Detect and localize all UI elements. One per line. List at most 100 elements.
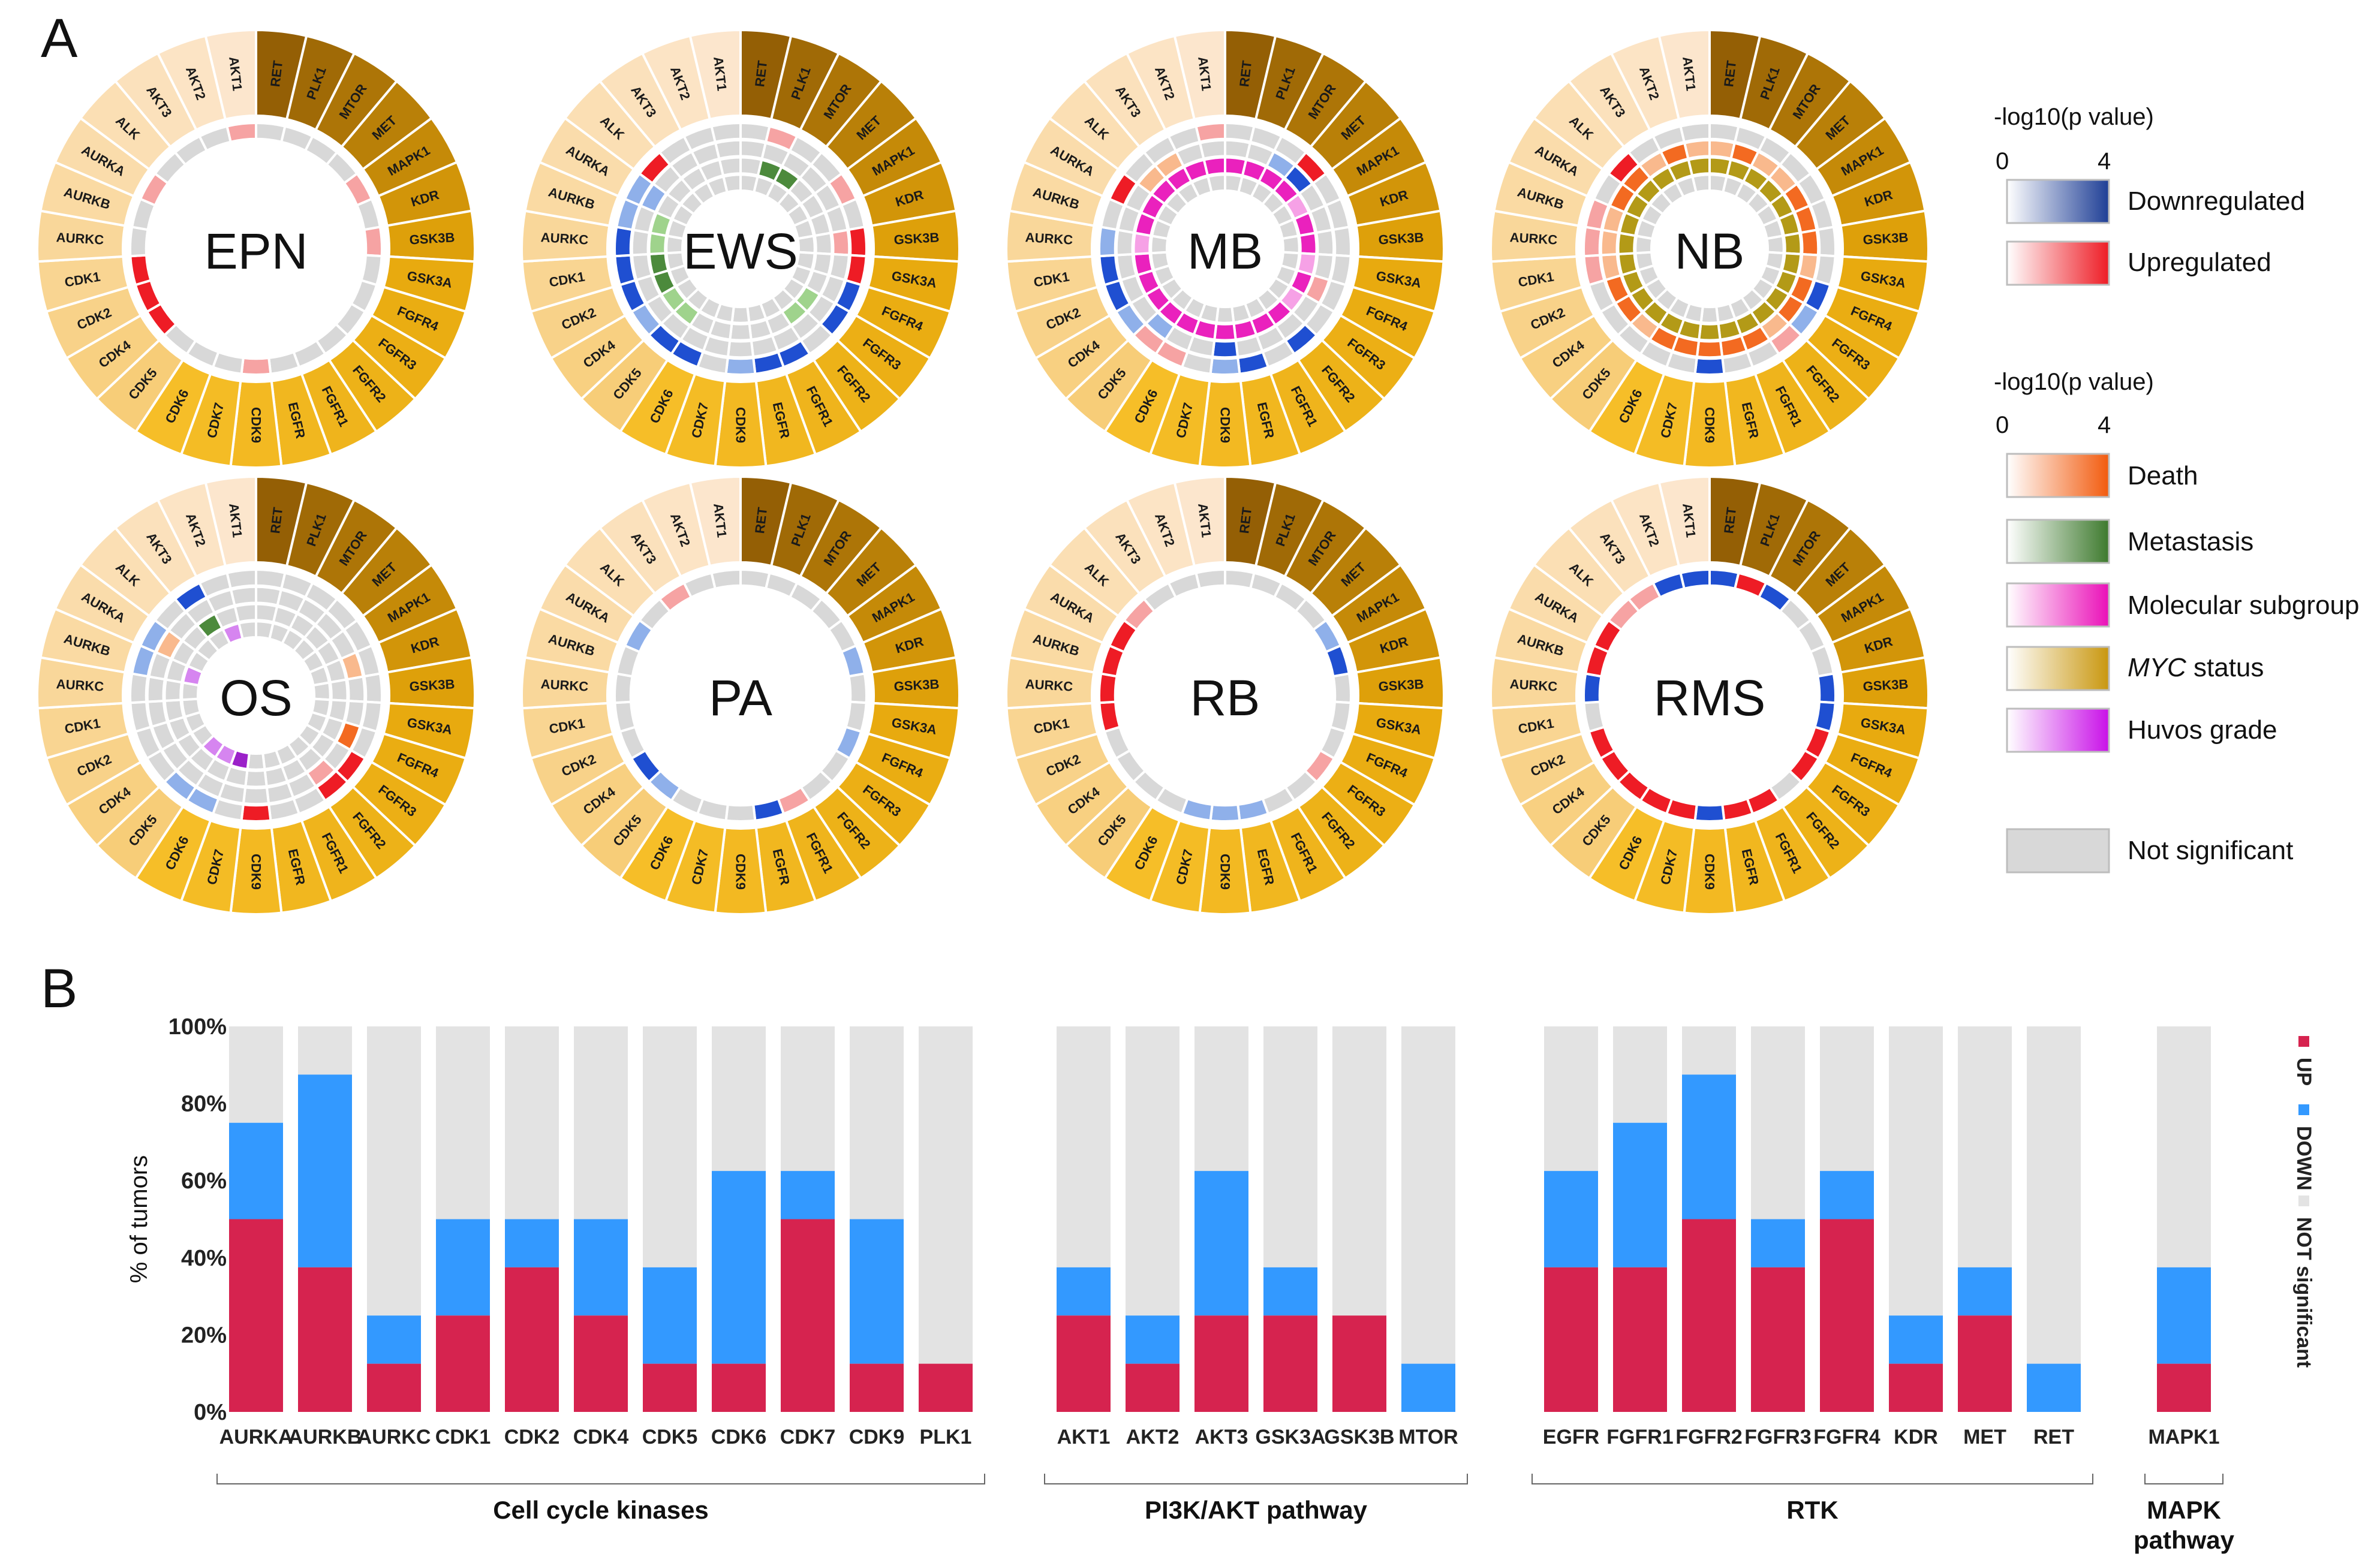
gene-label: RET: [267, 59, 285, 88]
heat-cell-os-aurkc: [146, 675, 167, 703]
heat-cell-rms-egfr: [1721, 797, 1755, 822]
heat-cell-mb-gsk3b: [1314, 228, 1335, 257]
bar-ns-kdr: [1889, 1026, 1943, 1316]
group-bracket: [216, 1474, 985, 1484]
heat-cell-os-cdk9: [244, 769, 268, 788]
heat-cell-mb-gsk3b: [1298, 231, 1318, 255]
bar-down-akt3: [1194, 1171, 1248, 1316]
bar-ns-cdk2: [505, 1026, 559, 1219]
gene-label: CDK9: [1218, 407, 1233, 443]
legend-max-clinical: 4: [2098, 412, 2111, 438]
heat-cell-pa-cdk2: [618, 725, 648, 760]
bar-legend-label-not-significant: NOT significant: [2292, 1217, 2315, 1368]
y-tick-label: 0%: [194, 1400, 227, 1425]
bar-ns-cdk7: [781, 1026, 835, 1172]
gene-label: AURKC: [540, 230, 589, 248]
heat-cell-os-aurkc: [129, 672, 149, 704]
heat-cell-os-akt1: [237, 620, 257, 641]
heat-cell-epn-aurkc: [129, 225, 149, 258]
gene-label: AURKC: [1025, 230, 1073, 248]
bar-down-akt2: [1126, 1315, 1180, 1364]
bar-up-cdk9: [850, 1363, 904, 1412]
legend-swatch-myc-status: [2006, 646, 2110, 691]
circle-panel-mb: RET PLK1 MTORMETMAPK1KDRGSK3BGSK3AFGFR4FGF…: [1005, 28, 1445, 469]
bar-up-cdk4: [574, 1315, 628, 1412]
heat-cell-nb-cdk1: [1634, 251, 1656, 272]
x-tick-label: CDK6: [711, 1426, 767, 1448]
x-tick-label: FGFR4: [1813, 1426, 1880, 1448]
bar-ns-aurka: [229, 1026, 283, 1123]
heat-cell-pa-cdk1: [613, 700, 637, 733]
gene-sector-akt1: [1657, 28, 1711, 121]
x-tick-label: FGFR3: [1744, 1426, 1811, 1448]
gene-label: RET: [752, 59, 770, 88]
bar-up-egfr: [1544, 1267, 1598, 1412]
heat-cell-nb-aurkc: [1599, 228, 1620, 257]
bar-up-cdk6: [712, 1363, 766, 1412]
bar-up-fgfr2: [1682, 1219, 1736, 1412]
bar-legend-swatch-up: [2298, 1036, 2309, 1047]
heat-cell-mb-aurkc: [1098, 225, 1118, 258]
gene-sector-akt1: [204, 28, 257, 121]
x-tick-label: KDR: [1894, 1426, 1938, 1448]
legend-label-myc-status: MYC status: [2128, 653, 2264, 682]
legend-swatch-death: [2006, 453, 2110, 498]
legend-swatch-metastasis: [2006, 519, 2110, 564]
bar-down-cdk9: [850, 1219, 904, 1364]
gene-sector-akt1: [688, 475, 742, 568]
gene-label: GSK3B: [1378, 676, 1424, 694]
heat-cell-nb-akt1: [1683, 138, 1711, 161]
x-tick-label: PLK1: [920, 1426, 972, 1448]
heat-cell-os-cdk1: [163, 698, 186, 724]
bar-legend-label-down: DOWN: [2292, 1126, 2315, 1191]
stacked-bar-chart: % of tumors0%20%40%60%80%100%AURKAAURKBA…: [126, 1014, 2315, 1554]
heat-cell-rb-akt1: [1194, 568, 1226, 591]
gene-label: GSK3B: [893, 230, 940, 247]
legend: -log10(p value) 0 4 Downregulated Upregu…: [1994, 104, 2359, 874]
heat-cell-mb-gsk3b: [1332, 225, 1352, 258]
gene-label: CDK9: [733, 854, 748, 890]
x-tick-label: AURKA: [219, 1426, 293, 1448]
bar-ns-gsk3a: [1263, 1026, 1317, 1267]
heat-cell-epn-egfr: [267, 350, 301, 375]
bar-down-cdk6: [712, 1171, 766, 1364]
heat-cell-epn-akt2: [198, 125, 233, 152]
heat-cell-nb-akt1: [1691, 173, 1711, 194]
bar-up-cdk2: [505, 1267, 559, 1412]
x-tick-label: FGFR1: [1606, 1426, 1673, 1448]
bar-down-egfr: [1544, 1171, 1598, 1267]
x-tick-label: AKT1: [1057, 1426, 1111, 1448]
bar-ns-aurkc: [367, 1026, 421, 1316]
circle-panel-nb: RET PLK1 MTORMETMAPK1KDRGSK3BGSK3AFGFR4FGF…: [1490, 28, 1930, 469]
bar-ns-akt3: [1194, 1026, 1248, 1172]
circle-panel-rms: RET PLK1 MTORMETMAPK1KDRGSK3BGSK3AFGFR4FGF…: [1490, 475, 1930, 915]
gene-label: CDK9: [1702, 407, 1717, 443]
heat-cell-ews-aurkc: [613, 225, 634, 258]
heat-cell-ews-akt1: [718, 156, 742, 177]
gene-label: RET: [1236, 59, 1254, 88]
legend-swatch-molecular-subgroup: [2006, 582, 2110, 628]
heat-cell-rb-kdr: [1324, 644, 1351, 678]
circle-title: EPN: [204, 223, 308, 279]
gene-label: CDK9: [1702, 854, 1717, 890]
heat-cell-ews-akt1: [722, 173, 742, 194]
bar-ns-fgfr3: [1751, 1026, 1805, 1219]
circular-heatmaps: RET PLK1 MTORMETMAPK1KDRGSK3BGSK3AFGFR4FGF…: [36, 28, 1930, 915]
x-tick-label: CDK5: [642, 1426, 698, 1448]
gene-label: CDK9: [249, 407, 264, 443]
heat-cell-epn-akt1: [225, 121, 257, 144]
heat-cell-rb-aurkc: [1098, 672, 1118, 704]
group-label: PI3K/AKT pathway: [1145, 1496, 1368, 1524]
heat-cell-ews-cdk1: [648, 252, 670, 277]
heat-cell-mb-akt1: [1198, 138, 1226, 161]
circle-title: MB: [1187, 223, 1263, 279]
bar-down-fgfr2: [1682, 1074, 1736, 1219]
heat-cell-os-cdk1: [180, 697, 202, 718]
heat-cell-ews-gsk3b: [847, 225, 868, 258]
bar-ns-mtor: [1401, 1026, 1455, 1364]
gene-label: RET: [1721, 59, 1739, 88]
gene-label: AURKC: [56, 230, 104, 248]
bar-up-plk1: [919, 1363, 973, 1412]
circle-title: PA: [709, 670, 772, 726]
